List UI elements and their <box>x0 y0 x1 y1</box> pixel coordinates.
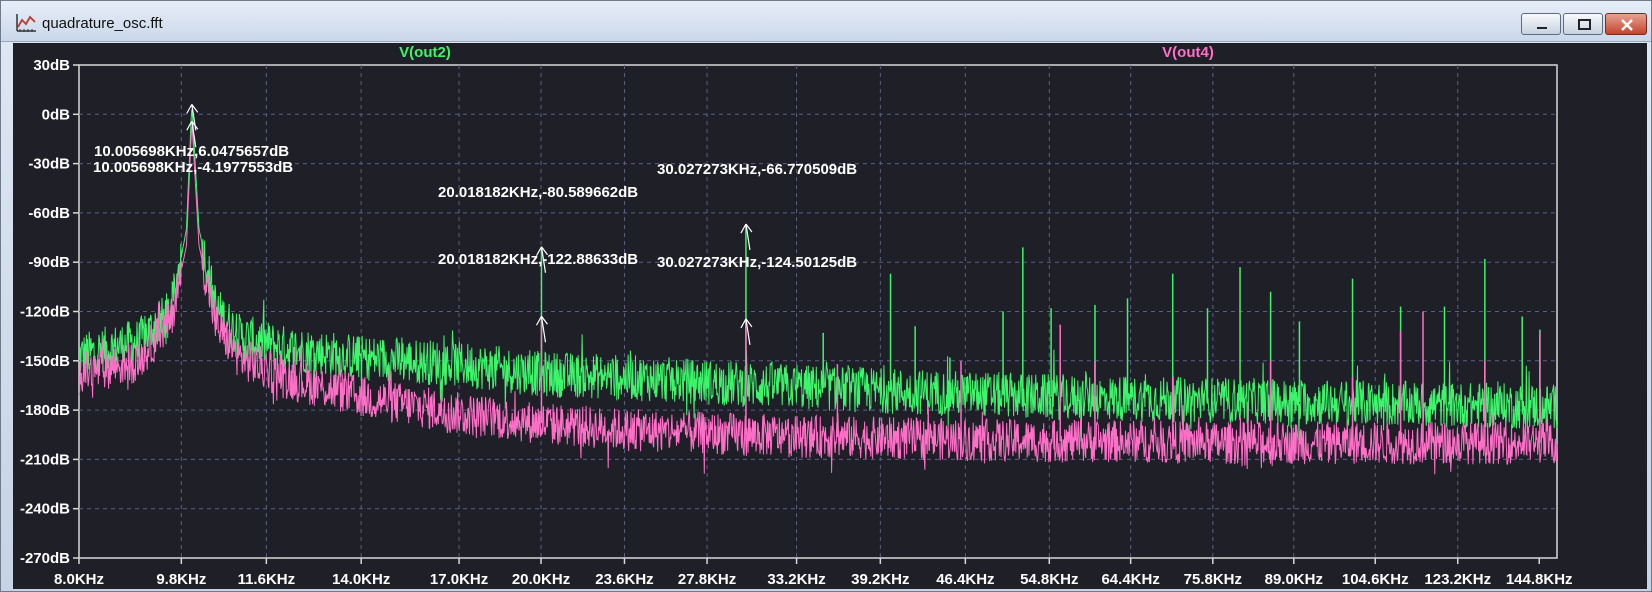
x-tick-label: 11.6KHz <box>238 571 296 588</box>
y-tick-label: -30dB <box>28 156 70 173</box>
x-tick-label: 14.0KHz <box>332 571 390 588</box>
cursor-annotation: 10.005698KHz,6.0475657dB <box>94 143 289 160</box>
y-tick-label: -60dB <box>28 205 70 222</box>
close-icon <box>1621 19 1633 31</box>
annotation-arrowhead <box>541 315 548 325</box>
close-button[interactable] <box>1605 13 1647 35</box>
y-tick-label: -210dB <box>20 451 70 468</box>
maximize-icon <box>1578 19 1591 30</box>
annotation-arrowhead <box>186 120 193 131</box>
x-tick-label: 75.8KHz <box>1184 571 1242 588</box>
annotation-arrowhead <box>535 246 543 257</box>
maximize-button[interactable] <box>1563 13 1603 35</box>
x-tick-label: 33.2KHz <box>767 571 825 588</box>
cursor-annotation: 30.027273KHz,-124.50125dB <box>657 254 857 271</box>
annotation-arrow <box>540 316 547 343</box>
series-line-out4 <box>78 125 1558 475</box>
annotation-arrowhead <box>740 223 747 234</box>
cursor-annotation: 20.018182KHz,-80.589662dB <box>438 184 638 201</box>
fft-chart[interactable]: 30dB 0dB -30dB -60dB -90dB -120dB -150dB -180dB… <box>13 43 1647 589</box>
x-tick-label: 144.8KHz <box>1506 571 1573 588</box>
title-bar[interactable]: quadrature_osc.fft <box>1 1 1651 42</box>
y-tick-label: -180dB <box>20 402 70 419</box>
annotation-arrowhead <box>535 315 543 326</box>
window-title: quadrature_osc.fft <box>42 15 163 32</box>
x-tick-label: 123.2KHz <box>1424 571 1491 588</box>
y-tick-label: -150dB <box>20 353 70 370</box>
x-tick-label: 20.0KHz <box>512 571 570 588</box>
x-tick-label: 54.8KHz <box>1020 571 1078 588</box>
annotation-arrow <box>745 223 751 251</box>
annotation-arrow <box>745 318 751 345</box>
y-tick-label: -270dB <box>20 550 70 567</box>
y-tick-label: -120dB <box>20 304 70 321</box>
plot-area[interactable]: 30dB 0dB -30dB -60dB -90dB -120dB -150dB -180dB… <box>13 43 1647 589</box>
x-tick-label: 89.0KHz <box>1265 571 1323 588</box>
x-tick-label: 9.8KHz <box>156 571 206 588</box>
trace-label-out2: V(out2) <box>399 44 451 61</box>
y-tick-label: 30dB <box>33 57 70 74</box>
annotation-arrowhead <box>186 104 193 114</box>
waveform-plot-icon <box>15 13 37 33</box>
minimize-icon <box>1537 27 1547 29</box>
annotation-arrowhead <box>745 223 753 233</box>
cursor-annotation: 10.005698KHz,-4.1977553dB <box>93 159 293 176</box>
x-tick-label: 17.0KHz <box>430 571 488 588</box>
annotation-arrow <box>540 246 547 273</box>
x-tick-label: 104.6KHz <box>1342 571 1409 588</box>
annotation-arrowhead <box>740 318 747 329</box>
annotation-arrow <box>191 121 197 148</box>
y-tick-label: -90dB <box>28 254 70 271</box>
x-tick-label: 27.8KHz <box>678 571 736 588</box>
x-tick-label: 39.2KHz <box>851 571 909 588</box>
x-tick-label: 8.0KHz <box>54 571 104 588</box>
x-tick-label: 46.4KHz <box>936 571 994 588</box>
annotation-arrowhead <box>745 318 753 328</box>
annotation-arrowhead <box>541 246 548 256</box>
annotation-arrowhead <box>191 120 199 130</box>
cursor-annotation: 20.018182KHz,-122.88633dB <box>438 251 638 268</box>
annotation-arrowhead <box>191 104 199 113</box>
x-tick-label: 64.4KHz <box>1101 571 1159 588</box>
minimize-button[interactable] <box>1521 13 1561 35</box>
cursor-annotation: 30.027273KHz,-66.770509dB <box>657 161 857 178</box>
trace-label-out4: V(out4) <box>1162 44 1214 61</box>
y-tick-label: 0dB <box>42 106 71 123</box>
y-tick-label: -240dB <box>20 501 70 518</box>
x-tick-label: 23.6KHz <box>595 571 653 588</box>
series-line-out2 <box>78 109 1558 442</box>
